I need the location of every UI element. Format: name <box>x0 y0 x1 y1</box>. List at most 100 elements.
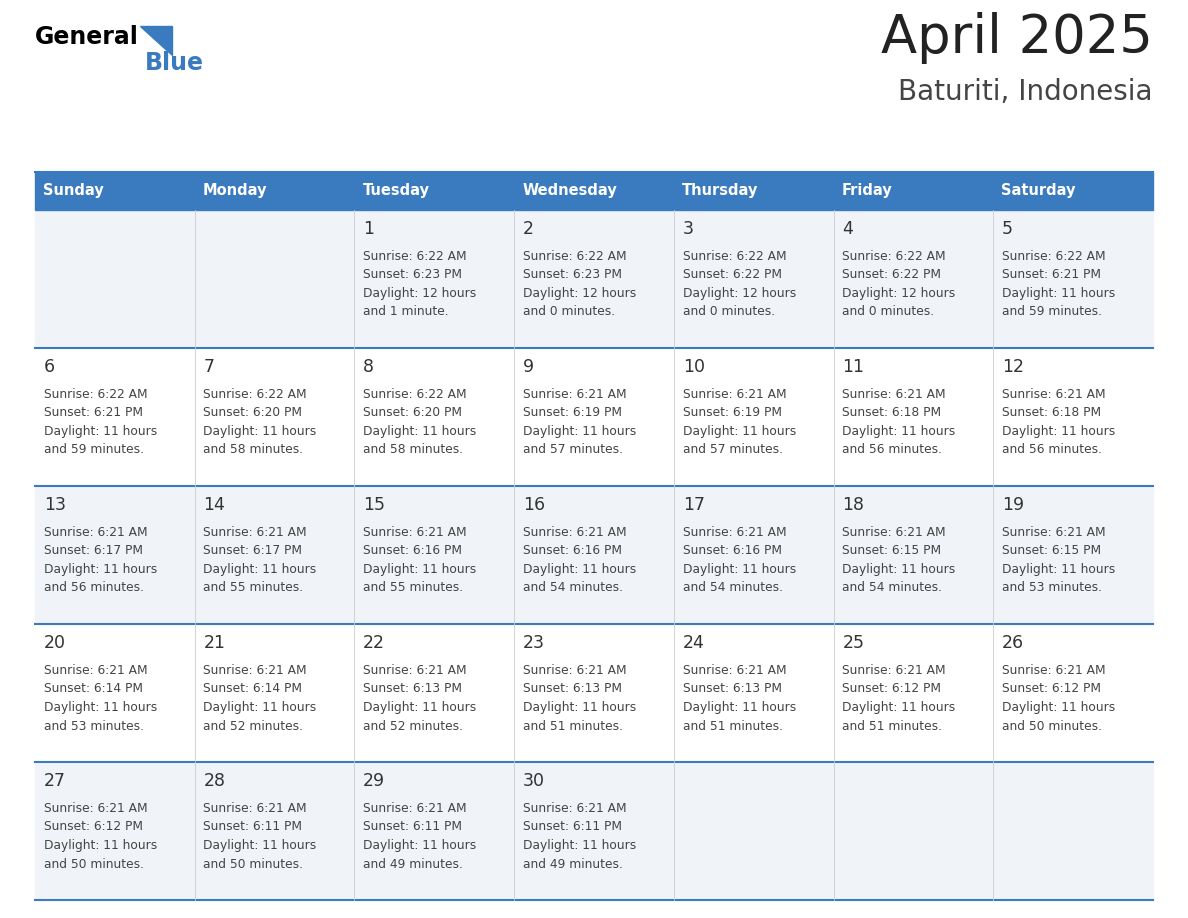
Text: Sunset: 6:16 PM: Sunset: 6:16 PM <box>523 544 623 557</box>
Text: 18: 18 <box>842 496 865 514</box>
Text: Sunset: 6:19 PM: Sunset: 6:19 PM <box>683 407 782 420</box>
Text: Daylight: 11 hours: Daylight: 11 hours <box>203 425 317 438</box>
Text: Daylight: 11 hours: Daylight: 11 hours <box>1001 701 1116 714</box>
Text: Sunset: 6:21 PM: Sunset: 6:21 PM <box>44 407 143 420</box>
Text: Baturiti, Indonesia: Baturiti, Indonesia <box>898 78 1154 106</box>
Text: Daylight: 11 hours: Daylight: 11 hours <box>523 839 637 852</box>
Text: Sunset: 6:13 PM: Sunset: 6:13 PM <box>364 682 462 696</box>
Text: Sunset: 6:17 PM: Sunset: 6:17 PM <box>203 544 303 557</box>
Bar <box>34 624 1154 762</box>
Text: 28: 28 <box>203 772 226 790</box>
Text: 4: 4 <box>842 220 853 238</box>
Text: Daylight: 11 hours: Daylight: 11 hours <box>842 701 955 714</box>
Text: Sunrise: 6:22 AM: Sunrise: 6:22 AM <box>1001 250 1106 263</box>
Text: and 54 minutes.: and 54 minutes. <box>523 581 623 595</box>
Text: Sunset: 6:14 PM: Sunset: 6:14 PM <box>203 682 303 696</box>
Text: Saturday: Saturday <box>1001 184 1076 198</box>
Text: and 58 minutes.: and 58 minutes. <box>203 443 304 456</box>
Text: Sunset: 6:23 PM: Sunset: 6:23 PM <box>364 268 462 282</box>
Text: Sunrise: 6:21 AM: Sunrise: 6:21 AM <box>1001 388 1106 401</box>
Text: Sunset: 6:19 PM: Sunset: 6:19 PM <box>523 407 623 420</box>
Text: Sunrise: 6:21 AM: Sunrise: 6:21 AM <box>842 664 946 677</box>
Text: and 54 minutes.: and 54 minutes. <box>842 581 942 595</box>
Bar <box>34 172 1154 210</box>
Text: Daylight: 11 hours: Daylight: 11 hours <box>683 425 796 438</box>
Text: Daylight: 11 hours: Daylight: 11 hours <box>364 563 476 576</box>
Text: 23: 23 <box>523 634 545 652</box>
Text: 17: 17 <box>683 496 704 514</box>
Text: Sunset: 6:11 PM: Sunset: 6:11 PM <box>364 821 462 834</box>
Text: Sunset: 6:18 PM: Sunset: 6:18 PM <box>842 407 941 420</box>
Text: Monday: Monday <box>203 184 267 198</box>
Text: Daylight: 11 hours: Daylight: 11 hours <box>44 425 157 438</box>
Text: and 49 minutes.: and 49 minutes. <box>523 857 623 870</box>
Text: Sunrise: 6:21 AM: Sunrise: 6:21 AM <box>683 664 786 677</box>
Text: Sunrise: 6:21 AM: Sunrise: 6:21 AM <box>203 526 308 539</box>
Text: Sunrise: 6:21 AM: Sunrise: 6:21 AM <box>842 388 946 401</box>
Text: Daylight: 11 hours: Daylight: 11 hours <box>44 563 157 576</box>
Text: Daylight: 11 hours: Daylight: 11 hours <box>203 839 317 852</box>
Text: and 1 minute.: and 1 minute. <box>364 306 449 319</box>
Text: 6: 6 <box>44 358 55 376</box>
Text: 16: 16 <box>523 496 545 514</box>
Text: Sunset: 6:12 PM: Sunset: 6:12 PM <box>44 821 143 834</box>
Bar <box>34 210 1154 348</box>
Text: Sunrise: 6:22 AM: Sunrise: 6:22 AM <box>842 250 946 263</box>
Text: Blue: Blue <box>145 51 204 75</box>
Text: Sunset: 6:18 PM: Sunset: 6:18 PM <box>1001 407 1101 420</box>
Text: Daylight: 11 hours: Daylight: 11 hours <box>842 425 955 438</box>
Text: Sunrise: 6:22 AM: Sunrise: 6:22 AM <box>44 388 147 401</box>
Text: 27: 27 <box>44 772 65 790</box>
Text: and 51 minutes.: and 51 minutes. <box>842 720 942 733</box>
Text: 26: 26 <box>1001 634 1024 652</box>
Text: 5: 5 <box>1001 220 1013 238</box>
Text: Sunrise: 6:21 AM: Sunrise: 6:21 AM <box>364 526 467 539</box>
Text: Sunrise: 6:21 AM: Sunrise: 6:21 AM <box>44 526 147 539</box>
Text: Daylight: 11 hours: Daylight: 11 hours <box>683 701 796 714</box>
Text: Sunrise: 6:22 AM: Sunrise: 6:22 AM <box>364 388 467 401</box>
Text: Sunset: 6:22 PM: Sunset: 6:22 PM <box>842 268 941 282</box>
Text: Sunrise: 6:21 AM: Sunrise: 6:21 AM <box>523 388 626 401</box>
Text: Sunrise: 6:21 AM: Sunrise: 6:21 AM <box>1001 664 1106 677</box>
Text: 8: 8 <box>364 358 374 376</box>
Text: General: General <box>34 25 139 49</box>
Text: Sunset: 6:11 PM: Sunset: 6:11 PM <box>523 821 623 834</box>
Text: Sunset: 6:12 PM: Sunset: 6:12 PM <box>842 682 941 696</box>
Text: Daylight: 11 hours: Daylight: 11 hours <box>1001 425 1116 438</box>
Text: Sunrise: 6:22 AM: Sunrise: 6:22 AM <box>364 250 467 263</box>
Text: Daylight: 11 hours: Daylight: 11 hours <box>364 839 476 852</box>
Text: Daylight: 12 hours: Daylight: 12 hours <box>683 287 796 300</box>
Text: Daylight: 11 hours: Daylight: 11 hours <box>842 563 955 576</box>
Text: and 0 minutes.: and 0 minutes. <box>842 306 935 319</box>
Text: and 0 minutes.: and 0 minutes. <box>683 306 775 319</box>
Text: 14: 14 <box>203 496 226 514</box>
Text: 7: 7 <box>203 358 215 376</box>
Text: and 57 minutes.: and 57 minutes. <box>523 443 623 456</box>
Text: 30: 30 <box>523 772 545 790</box>
Text: 20: 20 <box>44 634 65 652</box>
Text: Sunrise: 6:21 AM: Sunrise: 6:21 AM <box>203 802 308 815</box>
Text: and 0 minutes.: and 0 minutes. <box>523 306 615 319</box>
Text: Sunset: 6:13 PM: Sunset: 6:13 PM <box>523 682 623 696</box>
Text: 29: 29 <box>364 772 385 790</box>
Text: Friday: Friday <box>841 184 892 198</box>
Text: and 57 minutes.: and 57 minutes. <box>683 443 783 456</box>
Text: Daylight: 11 hours: Daylight: 11 hours <box>683 563 796 576</box>
Text: 22: 22 <box>364 634 385 652</box>
Text: and 55 minutes.: and 55 minutes. <box>364 581 463 595</box>
Text: and 59 minutes.: and 59 minutes. <box>1001 306 1102 319</box>
Text: and 53 minutes.: and 53 minutes. <box>1001 581 1102 595</box>
Text: Sunset: 6:15 PM: Sunset: 6:15 PM <box>1001 544 1101 557</box>
Text: 15: 15 <box>364 496 385 514</box>
Text: Daylight: 12 hours: Daylight: 12 hours <box>842 287 955 300</box>
Text: Sunrise: 6:21 AM: Sunrise: 6:21 AM <box>842 526 946 539</box>
Text: Daylight: 11 hours: Daylight: 11 hours <box>523 563 637 576</box>
Text: Sunset: 6:17 PM: Sunset: 6:17 PM <box>44 544 143 557</box>
Text: Sunrise: 6:21 AM: Sunrise: 6:21 AM <box>364 664 467 677</box>
Text: Sunrise: 6:22 AM: Sunrise: 6:22 AM <box>203 388 308 401</box>
Text: Daylight: 12 hours: Daylight: 12 hours <box>364 287 476 300</box>
Text: Sunset: 6:23 PM: Sunset: 6:23 PM <box>523 268 623 282</box>
Text: Sunrise: 6:21 AM: Sunrise: 6:21 AM <box>523 664 626 677</box>
Text: and 53 minutes.: and 53 minutes. <box>44 720 144 733</box>
Text: Sunday: Sunday <box>43 184 103 198</box>
